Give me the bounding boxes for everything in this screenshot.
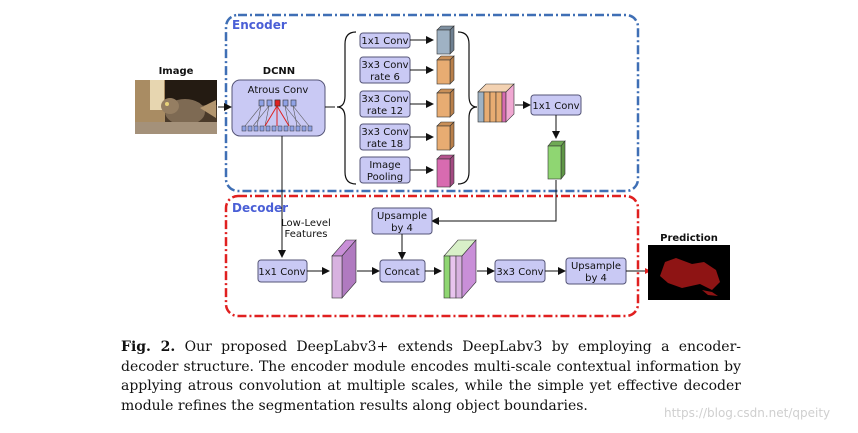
decoder-lowlevel-feature bbox=[331, 239, 357, 299]
encoder-output-feature bbox=[547, 140, 566, 180]
aspp-conv1x1: 1x1 Conv bbox=[359, 32, 411, 49]
input-image-title: Image bbox=[159, 66, 194, 77]
svg-text:Image: Image bbox=[369, 160, 400, 171]
decoder-region: Decoder bbox=[224, 194, 640, 318]
aspp-open-brace bbox=[336, 31, 357, 185]
decoder-conv1x1: 1x1 Conv bbox=[257, 259, 308, 283]
aspp-feature-gray bbox=[436, 25, 455, 55]
aspp-image-pooling: Image Pooling bbox=[359, 156, 411, 184]
svg-text:1x1 Conv: 1x1 Conv bbox=[361, 36, 408, 47]
aspp-feature-orange-1 bbox=[436, 55, 455, 85]
svg-text:rate 12: rate 12 bbox=[367, 106, 403, 117]
caption-text: Our proposed DeepLabv3+ extends DeepLabv… bbox=[121, 339, 741, 414]
prediction-image: Prediction bbox=[648, 233, 730, 300]
aspp-concat-stack bbox=[477, 83, 515, 123]
atrous-conv-label: Atrous Conv bbox=[248, 85, 309, 96]
svg-text:3x3 Conv: 3x3 Conv bbox=[496, 267, 543, 278]
decoder-title: Decoder bbox=[232, 201, 288, 215]
decoder-upsample-2: Upsample by 4 bbox=[565, 257, 627, 285]
prediction-title: Prediction bbox=[660, 233, 718, 244]
svg-text:1x1 Conv: 1x1 Conv bbox=[258, 267, 305, 278]
aspp-arrows bbox=[410, 36, 434, 174]
svg-text:3x3 Conv: 3x3 Conv bbox=[361, 127, 408, 138]
arrow-encoder-to-upsample bbox=[431, 180, 557, 225]
decoder-concat-stack bbox=[443, 239, 477, 299]
svg-text:rate 18: rate 18 bbox=[367, 139, 403, 150]
deeplabv3plus-diagram: Encoder Decoder Image DCNN Atrous Conv bbox=[135, 13, 730, 318]
low-level-features-label-2: Features bbox=[285, 229, 328, 240]
aspp-feature-orange-2 bbox=[436, 88, 455, 118]
svg-text:Upsample: Upsample bbox=[377, 211, 427, 222]
aspp-conv3x3-rate12: 3x3 Conv rate 12 bbox=[359, 90, 411, 118]
svg-text:rate 6: rate 6 bbox=[370, 72, 400, 83]
aspp-conv3x3-rate6: 3x3 Conv rate 6 bbox=[359, 56, 411, 84]
svg-text:Pooling: Pooling bbox=[367, 172, 403, 183]
decoder-concat: Concat bbox=[379, 259, 426, 283]
low-level-features-label-1: Low-Level bbox=[281, 218, 331, 229]
watermark: https://blog.csdn.net/qpeity bbox=[664, 406, 831, 420]
aspp-feature-pink bbox=[436, 154, 455, 188]
decoder-upsample-1: Upsample by 4 bbox=[371, 207, 433, 235]
caption-fig-label: Fig. 2. bbox=[121, 339, 176, 355]
svg-text:by 4: by 4 bbox=[391, 223, 413, 234]
aspp-close-brace bbox=[457, 31, 478, 185]
svg-text:by 4: by 4 bbox=[585, 273, 607, 284]
figure-caption: Fig. 2. Our proposed DeepLabv3+ extends … bbox=[121, 338, 741, 416]
aspp-feature-orange-3 bbox=[436, 121, 455, 151]
aspp-conv3x3-rate18: 3x3 Conv rate 18 bbox=[359, 123, 411, 151]
svg-text:3x3 Conv: 3x3 Conv bbox=[361, 60, 408, 71]
encoder-conv1x1: 1x1 Conv bbox=[530, 94, 582, 116]
svg-text:Upsample: Upsample bbox=[571, 261, 621, 272]
svg-text:1x1 Conv: 1x1 Conv bbox=[532, 101, 579, 112]
svg-text:3x3 Conv: 3x3 Conv bbox=[361, 94, 408, 105]
atrous-conv-illustration bbox=[241, 99, 313, 132]
decoder-conv3x3: 3x3 Conv bbox=[494, 259, 546, 283]
dcnn-title: DCNN bbox=[263, 66, 295, 77]
input-image: Image bbox=[135, 66, 217, 134]
dcnn-block: DCNN Atrous Conv bbox=[231, 66, 326, 137]
svg-text:Concat: Concat bbox=[385, 267, 420, 278]
encoder-title: Encoder bbox=[232, 18, 287, 32]
